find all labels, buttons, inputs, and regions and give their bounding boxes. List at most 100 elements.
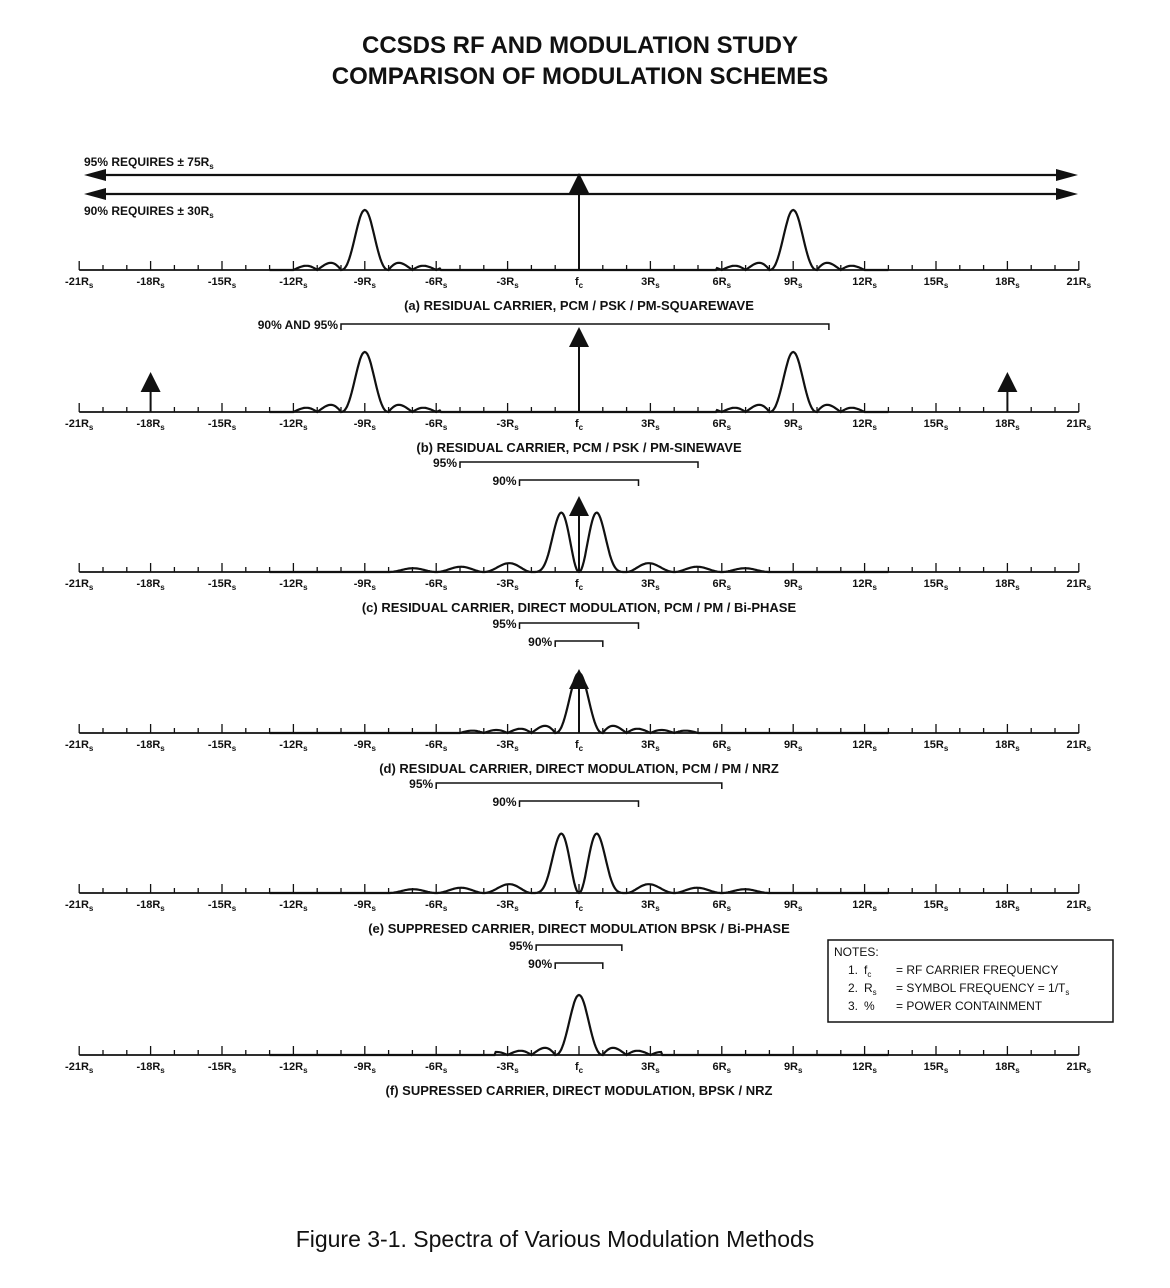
tick-label: 21Rs xyxy=(1066,276,1091,290)
requirement-arrowhead-right xyxy=(1056,188,1078,200)
tick-label: 15Rs xyxy=(924,1061,949,1075)
panel-caption: (e) SUPPRESED CARRIER, DIRECT MODULATION… xyxy=(368,921,790,936)
containment-bracket xyxy=(435,782,723,789)
tick-label: -18Rs xyxy=(136,1061,165,1075)
panel-f: -21Rs -18Rs -15Rs -12Rs -9Rs -6Rs -3Rs fc 3Rs 6Rs… xyxy=(65,939,1092,1098)
tick-label: 18Rs xyxy=(995,276,1020,290)
tick-label: 3Rs xyxy=(641,578,660,592)
figure-title: CCSDS RF AND MODULATION STUDY COMPARISON… xyxy=(0,30,1160,92)
panel-b: -21Rs -18Rs -15Rs -12Rs -9Rs -6Rs -3Rs fc 3Rs 6Rs… xyxy=(65,318,1092,455)
spectrum-curve xyxy=(269,832,889,895)
tick-label: 18Rs xyxy=(995,418,1020,432)
note-item: 3.% = POWER CONTAINMENT xyxy=(848,999,1043,1013)
bracket-label: 95% xyxy=(492,617,516,631)
note-text: = SYMBOL FREQUENCY = 1/Ts xyxy=(896,981,1069,997)
tick-label: 9Rs xyxy=(784,899,803,913)
tick-label: -18Rs xyxy=(136,276,165,290)
tick-label: 3Rs xyxy=(641,899,660,913)
tick-label: -15Rs xyxy=(208,578,237,592)
tick-label: fc xyxy=(575,739,584,753)
note-item: 2. Rs = SYMBOL FREQUENCY = 1/Ts xyxy=(848,981,1069,997)
spectrum-curve xyxy=(269,993,889,1057)
panels-layer: -21Rs -18Rs -15Rs -12Rs -9Rs -6Rs -3Rs fc 3Rs 6Rs… xyxy=(65,155,1092,1098)
tick-label: -18Rs xyxy=(136,899,165,913)
tick-label: -21Rs xyxy=(65,1061,94,1075)
tick-label: 12Rs xyxy=(852,739,877,753)
tick-label: -3Rs xyxy=(497,276,520,290)
tick-label: -9Rs xyxy=(354,276,377,290)
bracket-label: 95% xyxy=(409,777,433,791)
tick-label: 21Rs xyxy=(1066,1061,1091,1075)
note-number: 3. xyxy=(848,999,858,1013)
tick-label: 15Rs xyxy=(924,899,949,913)
tick-label: fc xyxy=(575,578,584,592)
title-line-2: COMPARISON OF MODULATION SCHEMES xyxy=(331,63,829,90)
tick-label: 15Rs xyxy=(924,418,949,432)
tick-label: -6Rs xyxy=(425,899,448,913)
notes-border xyxy=(827,939,1114,1023)
containment-bracket xyxy=(340,323,830,330)
tick-label: 21Rs xyxy=(1066,418,1091,432)
panel-caption: (f) SUPRESSED CARRIER, DIRECT MODULATION… xyxy=(386,1083,773,1098)
tick-label: 6Rs xyxy=(713,418,732,432)
tick-label: 3Rs xyxy=(641,418,660,432)
note-item: 1. fc = RF CARRIER FREQUENCY xyxy=(848,963,1058,979)
tick-label: 9Rs xyxy=(784,418,803,432)
bracket-label: 90% xyxy=(528,957,552,971)
tick-label: 9Rs xyxy=(784,578,803,592)
tick-label: -15Rs xyxy=(208,418,237,432)
tick-label: 9Rs xyxy=(784,1061,803,1075)
tick-label: -3Rs xyxy=(497,739,520,753)
note-number: 1. xyxy=(848,963,858,977)
tick-label: 18Rs xyxy=(995,578,1020,592)
panel-d: -21Rs -18Rs -15Rs -12Rs -9Rs -6Rs -3Rs fc 3Rs 6Rs… xyxy=(65,617,1092,776)
tick-label: 3Rs xyxy=(641,1061,660,1075)
containment-bracket xyxy=(518,622,640,629)
tick-label: -6Rs xyxy=(425,578,448,592)
tick-label: -9Rs xyxy=(354,578,377,592)
note-text: = RF CARRIER FREQUENCY xyxy=(896,963,1058,977)
tick-label: -6Rs xyxy=(425,1061,448,1075)
tick-label: -12Rs xyxy=(279,1061,308,1075)
tick-label: -9Rs xyxy=(354,899,377,913)
tick-label: 6Rs xyxy=(713,1061,732,1075)
notes-box: NOTES: 1. fc = RF CARRIER FREQUENCY 2. Rs = S… xyxy=(827,939,1114,1023)
tick-label: 15Rs xyxy=(924,276,949,290)
tick-label: -12Rs xyxy=(279,418,308,432)
tick-label: 12Rs xyxy=(852,578,877,592)
bracket-label: 90% xyxy=(492,795,516,809)
bracket-label: 90% AND 95% xyxy=(258,318,339,332)
containment-bracket xyxy=(459,461,699,468)
tick-label: 6Rs xyxy=(713,276,732,290)
containment-bracket xyxy=(554,962,604,969)
tick-label: -3Rs xyxy=(497,899,520,913)
tick-label: 3Rs xyxy=(641,276,660,290)
note-symbol: % xyxy=(864,999,875,1013)
panel-a: -21Rs -18Rs -15Rs -12Rs -9Rs -6Rs -3Rs fc 3Rs 6Rs… xyxy=(65,155,1092,313)
bracket-label: 95% xyxy=(509,939,533,953)
tick-label: 9Rs xyxy=(784,739,803,753)
tick-label: -15Rs xyxy=(208,1061,237,1075)
note-text: = POWER CONTAINMENT xyxy=(896,999,1043,1013)
tick-label: 21Rs xyxy=(1066,739,1091,753)
tick-label: 12Rs xyxy=(852,1061,877,1075)
tick-label: -12Rs xyxy=(279,739,308,753)
tick-label: -12Rs xyxy=(279,276,308,290)
containment-bracket xyxy=(535,944,623,951)
tick-label: -3Rs xyxy=(497,1061,520,1075)
figure-caption: Figure 3-1. Spectra of Various Modulatio… xyxy=(295,1226,815,1252)
tick-label: fc xyxy=(575,1061,584,1075)
tick-label: -15Rs xyxy=(208,739,237,753)
tick-label: -15Rs xyxy=(208,276,237,290)
notes-items: 1. fc = RF CARRIER FREQUENCY 2. Rs = SYMBOL F… xyxy=(848,963,1069,1013)
tick-label: 9Rs xyxy=(784,276,803,290)
tick-label: -3Rs xyxy=(497,418,520,432)
requirement-arrowhead-left xyxy=(84,169,106,181)
tick-label: -21Rs xyxy=(65,578,94,592)
containment-bracket xyxy=(554,640,604,647)
tick-label: -21Rs xyxy=(65,418,94,432)
tick-label: -21Rs xyxy=(65,276,94,290)
panel-caption: (b) RESIDUAL CARRIER, PCM / PSK / PM-SIN… xyxy=(416,440,742,455)
note-symbol: Rs xyxy=(864,981,877,997)
note-number: 2. xyxy=(848,981,858,995)
